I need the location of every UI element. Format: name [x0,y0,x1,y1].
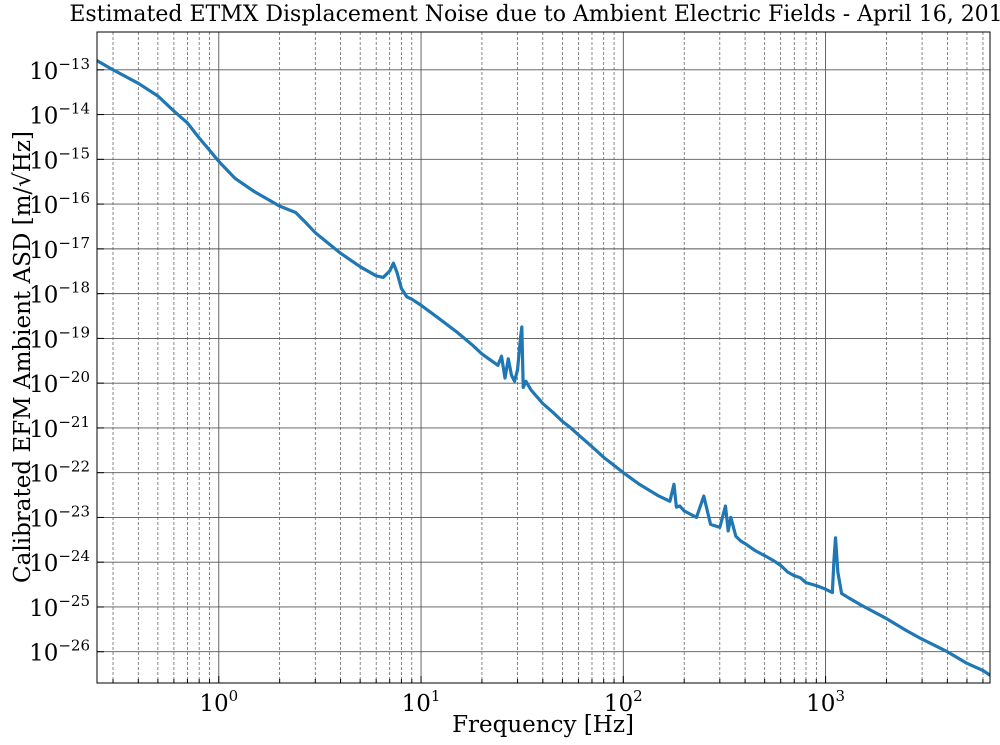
x-tick-exponent: 3 [835,687,845,705]
x-axis-label: Frequency [Hz] [452,712,634,738]
x-tick-base: 10 [199,691,228,717]
y-tick-exponent: −17 [58,234,90,252]
y-tick-base: 10 [29,596,58,622]
y-tick-label: 10−14 [29,100,90,130]
y-tick-label: 10−18 [29,279,90,309]
x-tick-label: 102 [604,687,643,717]
x-tick-exponent: 0 [229,687,239,705]
y-tick-label: 10−13 [29,55,90,85]
y-tick-label: 10−22 [29,458,90,488]
y-tick-base: 10 [29,59,58,85]
y-tick-base: 10 [29,238,58,264]
y-tick-label: 10−26 [29,637,90,667]
y-tick-exponent: −16 [58,189,90,207]
y-axis-label: Calibrated EFM Ambient ASD [m/√Hz] [10,131,36,583]
series-group [97,59,990,677]
x-tick-base: 10 [604,691,633,717]
y-tick-label: 10−21 [29,413,90,443]
y-tick-base: 10 [29,551,58,577]
y-tick-base: 10 [29,506,58,532]
y-tick-base: 10 [29,462,58,488]
chart-title: Estimated ETMX Displacement Noise due to… [69,2,1000,27]
y-tick-exponent: −25 [58,592,90,610]
y-tick-label: 10−17 [29,234,90,264]
y-tick-exponent: −19 [58,323,90,341]
y-tick-exponent: −24 [58,547,90,565]
x-tick-base: 10 [402,691,431,717]
y-tick-label: 10−23 [29,502,90,532]
y-tick-exponent: −22 [58,458,90,476]
y-tick-exponent: −20 [58,368,90,386]
y-tick-base: 10 [29,104,58,130]
plot-frame [96,31,991,684]
x-tick-base: 10 [806,691,835,717]
y-tick-exponent: −15 [58,144,90,162]
grid [97,32,990,683]
y-tick-label: 10−16 [29,189,90,219]
y-tick-label: 10−15 [29,144,90,174]
y-tick-exponent: −21 [58,413,90,431]
y-tick-base: 10 [29,417,58,443]
y-tick-label: 10−24 [29,547,90,577]
x-tick-label: 100 [199,687,238,717]
series-line [97,59,990,677]
y-tick-exponent: −26 [58,637,90,655]
y-tick-base: 10 [29,372,58,398]
y-tick-base: 10 [29,641,58,667]
ticks: 100 101 102 10310−1310−1410−1510−1610−1710−… [29,55,984,717]
y-tick-exponent: −18 [58,279,90,297]
y-tick-label: 10−20 [29,368,90,398]
y-tick-base: 10 [29,327,58,353]
y-tick-exponent: −14 [58,100,90,118]
y-tick-base: 10 [29,193,58,219]
y-tick-label: 10−25 [29,592,90,622]
x-tick-exponent: 1 [431,687,441,705]
x-tick-label: 101 [402,687,441,717]
y-tick-base: 10 [29,283,58,309]
y-tick-label: 10−19 [29,323,90,353]
x-tick-label: 103 [806,687,845,717]
y-tick-exponent: −13 [58,55,90,73]
y-tick-base: 10 [29,148,58,174]
y-tick-exponent: −23 [58,502,90,520]
x-tick-exponent: 2 [633,687,643,705]
